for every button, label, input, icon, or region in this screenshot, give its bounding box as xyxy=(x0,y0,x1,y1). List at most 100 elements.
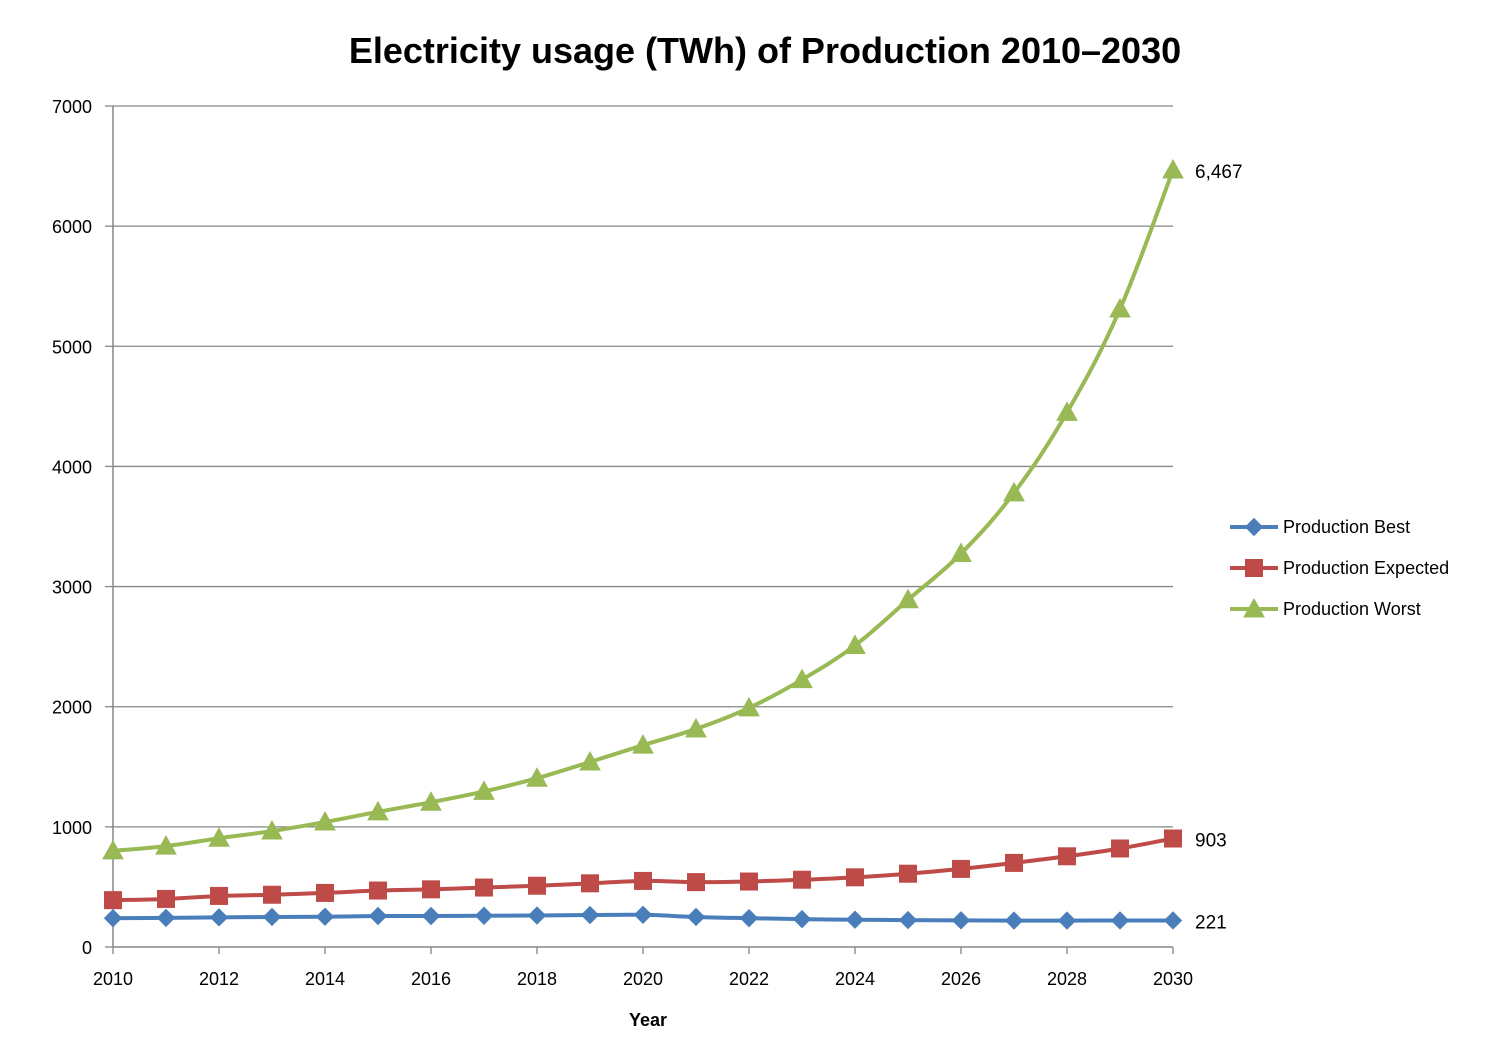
y-tick-label: 4000 xyxy=(52,457,92,477)
data-point xyxy=(740,872,758,891)
data-point xyxy=(369,881,387,900)
data-point xyxy=(580,905,600,925)
data-point xyxy=(1163,911,1183,930)
data-point xyxy=(1056,401,1078,421)
data-point xyxy=(581,874,599,893)
data-point xyxy=(685,717,707,738)
y-tick-label: 0 xyxy=(82,938,92,958)
series-production-expected xyxy=(104,829,1182,910)
data-point xyxy=(633,905,653,925)
data-point xyxy=(579,750,601,771)
gridlines xyxy=(113,105,1173,828)
data-point xyxy=(527,906,547,925)
data-point xyxy=(209,908,229,927)
axes xyxy=(105,105,1174,954)
data-point xyxy=(528,876,546,895)
data-point xyxy=(1058,847,1076,866)
data-point xyxy=(897,588,919,609)
data-point xyxy=(1004,911,1024,930)
data-point xyxy=(155,835,177,855)
data-point xyxy=(210,886,228,905)
y-axis-tick-labels: 0 1000 2000 3000 4000 5000 6000 7000 xyxy=(52,97,92,958)
end-labels: 221 903 6,467 xyxy=(1195,162,1243,933)
data-point xyxy=(792,909,812,929)
data-point xyxy=(156,908,176,928)
series-production-best xyxy=(103,905,1183,930)
y-tick-label: 7000 xyxy=(52,97,92,117)
x-tick-label: 2014 xyxy=(305,969,345,989)
data-point xyxy=(845,910,865,929)
data-point xyxy=(263,885,281,904)
data-point xyxy=(474,906,494,925)
end-value-label: 221 xyxy=(1195,912,1227,933)
legend-item: Production Expected xyxy=(1230,558,1449,578)
legend-item: Production Worst xyxy=(1230,597,1421,619)
y-tick-label: 5000 xyxy=(52,337,92,357)
data-point xyxy=(846,868,864,887)
x-axis-title: Year xyxy=(629,1010,667,1030)
x-tick-label: 2030 xyxy=(1153,969,1193,989)
data-point xyxy=(208,827,230,847)
data-point xyxy=(950,542,972,563)
data-point xyxy=(315,907,335,926)
data-point xyxy=(420,791,442,811)
end-value-label: 6,467 xyxy=(1195,162,1243,183)
data-point xyxy=(634,871,652,890)
data-point xyxy=(262,907,282,927)
legend-marker xyxy=(1243,597,1265,618)
data-point xyxy=(1005,853,1023,872)
data-point xyxy=(367,800,389,821)
data-point xyxy=(898,910,918,930)
data-point xyxy=(739,908,759,928)
data-point xyxy=(1109,298,1131,318)
data-point xyxy=(632,734,654,754)
y-tick-label: 2000 xyxy=(52,698,92,718)
legend-item: Production Best xyxy=(1230,517,1410,537)
x-tick-label: 2018 xyxy=(517,969,557,989)
data-point xyxy=(1110,911,1130,930)
x-axis-tick-labels: 2010 2012 2014 2016 2018 2020 2022 2024 2026 2028… xyxy=(93,969,1193,989)
legend-label: Production Best xyxy=(1283,517,1410,537)
legend-marker xyxy=(1245,559,1263,577)
end-value-label: 903 xyxy=(1195,831,1227,852)
legend-marker xyxy=(1244,517,1264,537)
data-point xyxy=(1057,911,1077,930)
data-point xyxy=(1003,481,1025,502)
data-point xyxy=(422,880,440,899)
series-production-worst xyxy=(102,159,1184,860)
series-lines xyxy=(102,159,1184,930)
x-tick-label: 2024 xyxy=(835,969,875,989)
data-point xyxy=(952,859,970,878)
data-point xyxy=(475,878,493,897)
data-point xyxy=(261,820,283,840)
data-point xyxy=(526,767,548,787)
legend-label: Production Worst xyxy=(1283,599,1421,619)
data-point xyxy=(899,864,917,883)
data-point xyxy=(103,908,123,928)
data-point xyxy=(1162,159,1184,179)
data-point xyxy=(687,873,705,892)
data-point xyxy=(951,911,971,930)
data-point xyxy=(368,906,388,926)
data-point xyxy=(473,780,495,800)
data-point xyxy=(314,811,336,831)
data-point xyxy=(104,891,122,910)
data-point xyxy=(844,634,866,654)
x-tick-label: 2010 xyxy=(93,969,133,989)
data-point xyxy=(102,839,124,860)
data-point xyxy=(791,668,813,689)
data-point xyxy=(738,696,760,717)
x-tick-label: 2028 xyxy=(1047,969,1087,989)
y-tick-label: 3000 xyxy=(52,578,92,598)
data-point xyxy=(316,883,334,902)
chart-title: Electricity usage (TWh) of Production 20… xyxy=(348,30,1182,71)
x-tick-label: 2020 xyxy=(623,969,663,989)
data-point xyxy=(421,906,441,926)
data-point xyxy=(686,907,706,927)
x-tick-label: 2026 xyxy=(941,969,981,989)
x-tick-label: 2022 xyxy=(729,969,769,989)
x-tick-label: 2016 xyxy=(411,969,451,989)
data-point xyxy=(793,870,811,889)
series-line xyxy=(112,169,1175,853)
